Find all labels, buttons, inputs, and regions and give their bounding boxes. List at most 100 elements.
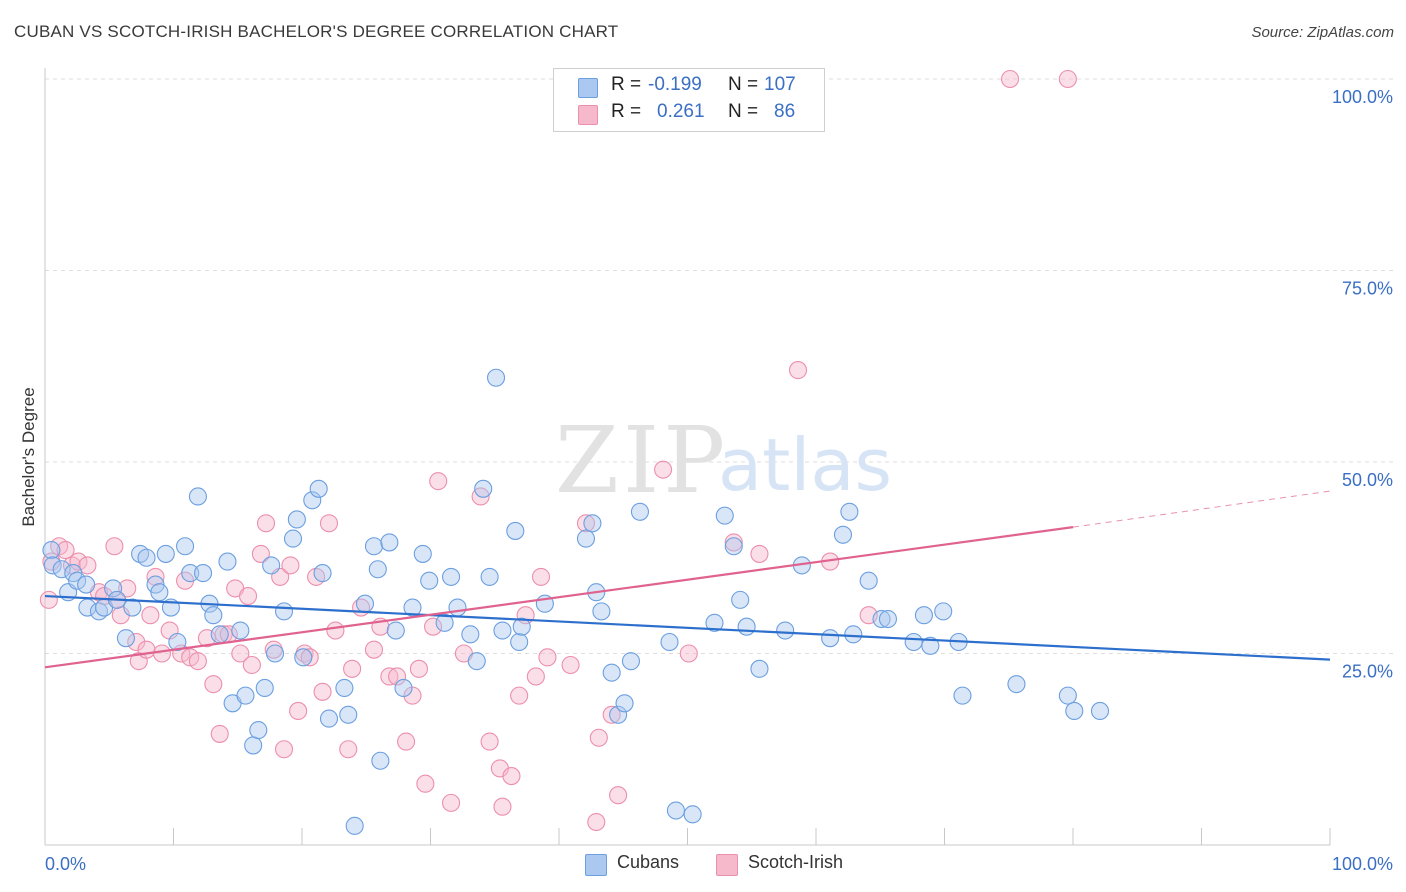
cubans-point <box>506 521 525 540</box>
cubans-point <box>339 705 358 724</box>
cubans-point <box>609 705 628 724</box>
cubans-point <box>592 602 611 621</box>
scotch-irish-point <box>343 659 362 678</box>
cubans-point <box>303 491 322 510</box>
legend-swatch-scotch-irish <box>578 105 598 125</box>
cubans-point <box>1065 701 1084 721</box>
scotch-irish-point <box>502 767 521 786</box>
scotch-irish-point <box>602 705 621 724</box>
cubans-point <box>364 537 384 556</box>
legend-n-value: 107 <box>764 74 796 95</box>
cubans-point <box>265 644 285 663</box>
cubans-point <box>660 632 679 652</box>
scotch-irish-point <box>137 640 156 659</box>
scotch-irish-point <box>39 590 58 609</box>
scotch-irish-point <box>526 667 545 686</box>
legend-swatch-cubans <box>578 78 598 98</box>
scotch-irish-point <box>289 701 308 721</box>
cubans-point <box>859 571 878 590</box>
cubans-point <box>380 533 399 552</box>
scotch-irish-point <box>538 648 557 667</box>
cubans-point <box>255 678 274 698</box>
cubans-point <box>1007 675 1026 694</box>
scotch-irish-point <box>339 740 358 759</box>
cubans-point <box>630 502 650 521</box>
cubans-point <box>776 621 795 640</box>
cubans-point <box>77 575 96 594</box>
legend-r-label: R = <box>611 74 642 95</box>
cubans-point <box>724 537 743 556</box>
scotch-irish-point <box>141 606 160 625</box>
scotch-irish-point <box>416 774 435 793</box>
scotch-irish-point <box>654 460 673 479</box>
x-tick-label: 0.0% <box>45 854 86 874</box>
scotch-irish-point <box>364 640 384 659</box>
cubans-point <box>486 368 506 387</box>
cubans-point <box>403 598 422 617</box>
y-tick-label: 25.0% <box>1342 662 1393 682</box>
cubans-point <box>168 632 187 652</box>
cubans-point <box>934 602 953 621</box>
y-tick-label: 75.0% <box>1342 279 1393 299</box>
cubans-point <box>833 525 853 544</box>
cubans-point <box>840 502 859 521</box>
cubans-point <box>274 602 294 621</box>
cubans-point <box>231 621 250 640</box>
scotch-irish-point <box>56 541 75 560</box>
cubans-point <box>583 514 602 533</box>
cubans-point <box>731 590 750 609</box>
scotch-irish-point <box>531 567 551 586</box>
legend-n-value: 86 <box>774 101 796 122</box>
legend-r-value: -0.199 <box>648 74 702 95</box>
cubans-point <box>236 686 255 705</box>
cubans-point <box>602 663 621 682</box>
scotch-irish-point <box>242 655 261 675</box>
scotch-irish-point <box>589 728 608 747</box>
cubans-point <box>188 487 207 506</box>
cubans-point <box>921 636 940 655</box>
scotch-irish-point <box>561 655 580 675</box>
cubans-point <box>116 629 136 648</box>
cubans-point <box>715 506 734 525</box>
watermark-zip: ZIP <box>555 407 729 514</box>
y-tick-label: 50.0% <box>1342 470 1393 490</box>
legend-n-label: N = <box>728 101 759 122</box>
scotch-irish-point <box>238 586 258 606</box>
cubans-point <box>705 613 724 632</box>
cubans-point <box>262 556 281 575</box>
cubans-point <box>287 510 306 529</box>
cubans-point <box>904 632 923 652</box>
scotch-irish-point <box>576 514 596 533</box>
cubans-point <box>43 556 62 575</box>
cubans-point <box>750 659 769 678</box>
cubans-point <box>283 529 303 548</box>
scotch-irish-point <box>300 648 319 667</box>
chart-title: CUBAN VS SCOTCH-IRISH BACHELOR'S DEGREE … <box>14 22 619 41</box>
cubans-point <box>249 721 268 740</box>
scotch-irish-point <box>231 644 250 663</box>
scotch-irish-point <box>274 740 294 759</box>
cubans-point <box>467 652 486 671</box>
cubans-point <box>480 567 499 586</box>
scotch-irish-point <box>424 617 443 636</box>
bottom-legend-label-cubans: Cubans <box>617 852 680 872</box>
cubans-point <box>176 537 195 556</box>
cubans-point <box>294 648 313 667</box>
cubans-point <box>104 579 123 598</box>
scotch-irish-point <box>679 644 698 663</box>
cubans-point <box>435 613 454 632</box>
scotch-irish-point <box>409 659 428 678</box>
scotch-irish-trend-extension <box>1072 490 1331 528</box>
cubans-point <box>394 678 413 698</box>
cubans-point <box>461 625 480 644</box>
cubans-point <box>420 571 439 590</box>
scotch-irish-point <box>256 514 276 533</box>
chart-source: Source: ZipAtlas.com <box>1251 24 1394 41</box>
cubans-point <box>615 694 634 713</box>
scotch-irish-point <box>210 724 229 743</box>
bottom-legend-swatch-cubans <box>585 854 607 876</box>
correlation-legend: R = -0.199 N = 107 R = 0.261 N = 86 <box>553 68 825 132</box>
cubans-point <box>493 621 512 640</box>
cubans-point <box>512 617 531 636</box>
